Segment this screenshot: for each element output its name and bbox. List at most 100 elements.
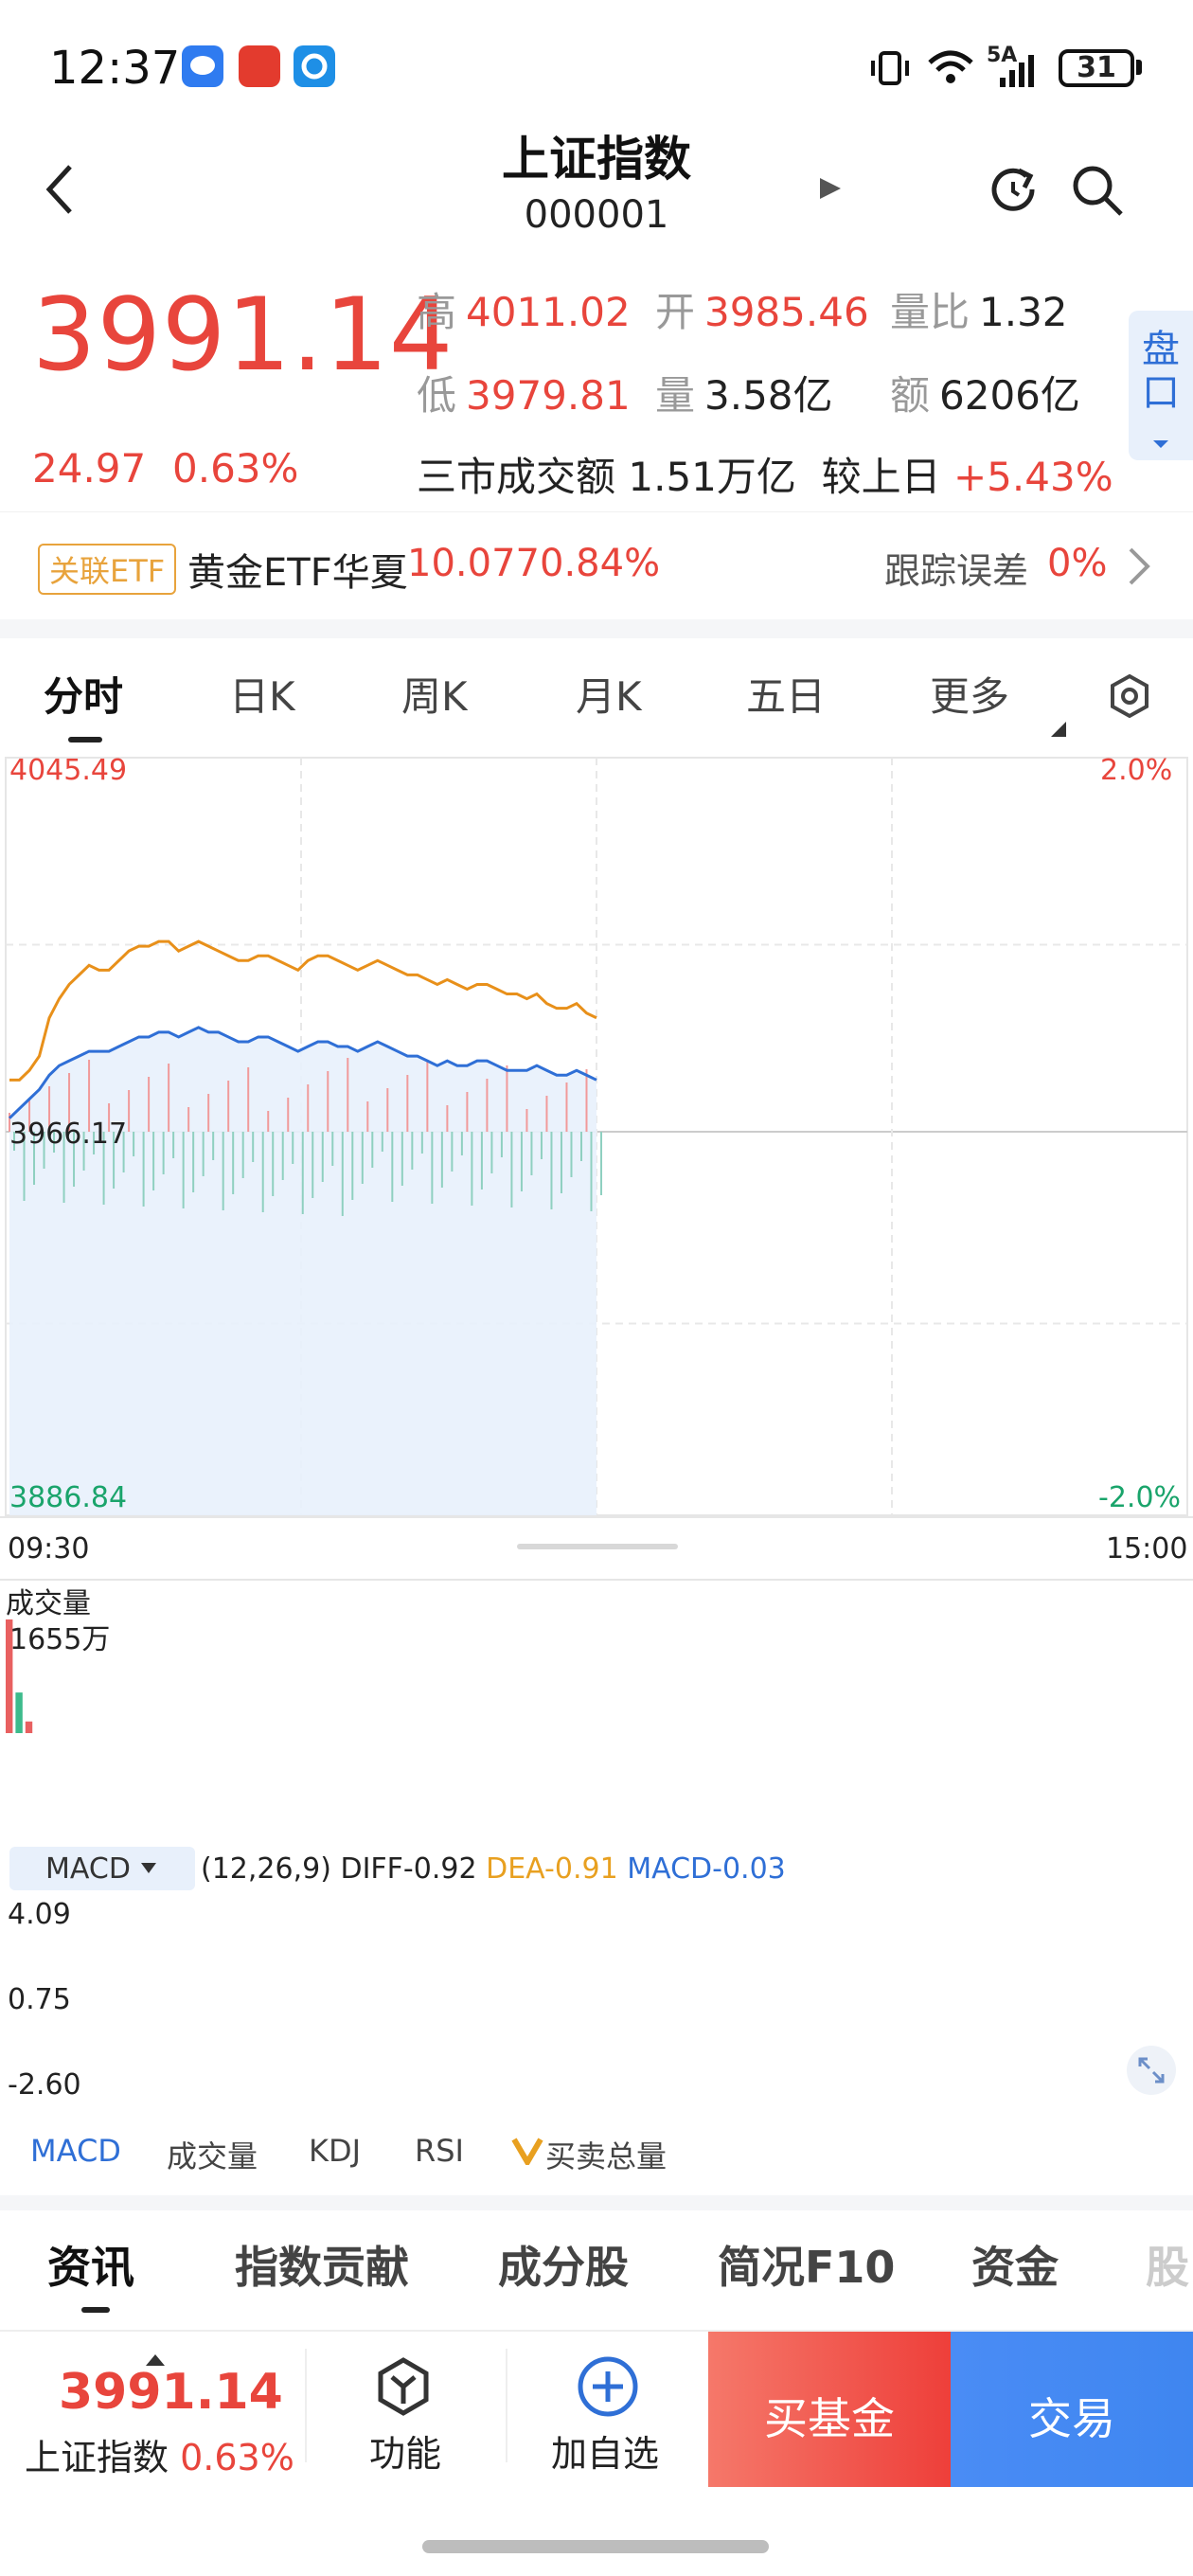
add-watchlist-icon[interactable] bbox=[576, 2354, 640, 2423]
volume-bar bbox=[15, 1692, 23, 1733]
more-caret-icon bbox=[1049, 720, 1068, 742]
y-axis-mid: 3966.17 bbox=[9, 1118, 128, 1151]
bottom-price: 3991.14 bbox=[59, 2364, 283, 2421]
info-tab-capital[interactable]: 资金 bbox=[971, 2242, 1059, 2293]
info-tab-stocks[interactable]: 股 bbox=[1146, 2242, 1189, 2293]
vibrate-icon bbox=[869, 49, 911, 91]
stat-high: 高 4011.02 bbox=[417, 289, 631, 335]
chart-scroll-handle bbox=[517, 1544, 678, 1549]
refresh-icon[interactable] bbox=[988, 163, 1042, 220]
trade-label: 交易 bbox=[1028, 2393, 1115, 2444]
info-tab-indicator bbox=[81, 2307, 110, 2313]
battery-indicator: 31 bbox=[1059, 49, 1134, 87]
etf-name: 黄金ETF华夏 bbox=[187, 551, 408, 595]
pankou-label: 盘口 bbox=[1142, 328, 1180, 415]
bottom-stock-name: 上证指数 0.63% bbox=[25, 2437, 294, 2478]
y-axis-low: 3886.84 bbox=[9, 1481, 128, 1514]
section-separator bbox=[0, 2195, 1193, 2210]
home-indicator[interactable] bbox=[422, 2540, 769, 2553]
indicator-tab-macd[interactable]: MACD bbox=[30, 2133, 121, 2169]
pankou-button[interactable]: 盘口 bbox=[1129, 311, 1193, 460]
price-line bbox=[9, 939, 597, 1082]
time-start: 09:30 bbox=[8, 1532, 90, 1565]
buy-fund-label: 买基金 bbox=[764, 2393, 895, 2444]
tracking-error-label: 跟踪误差 bbox=[884, 550, 1029, 592]
indicator-tab-rsi[interactable]: RSI bbox=[415, 2133, 464, 2169]
tab-daily-k[interactable]: 日K bbox=[229, 673, 295, 720]
stat-open: 开 3985.46 bbox=[655, 289, 869, 335]
market-turnover: 三市成交额 1.51万亿 较上日 +5.43% bbox=[417, 454, 1113, 500]
info-tab-index-contribution[interactable]: 指数贡献 bbox=[235, 2242, 409, 2293]
add-watchlist-button[interactable]: 加自选 bbox=[551, 2433, 660, 2475]
stat-volume: 量 3.58亿 bbox=[655, 372, 833, 419]
stock-code: 000001 bbox=[524, 193, 669, 237]
news-app-icon bbox=[239, 45, 280, 87]
wifi-icon bbox=[926, 47, 975, 89]
avg-price-line bbox=[8, 1026, 597, 1119]
settings-icon[interactable] bbox=[1106, 672, 1153, 724]
tab-active-indicator bbox=[68, 737, 102, 742]
tab-intraday[interactable]: 分时 bbox=[44, 673, 124, 720]
info-tab-constituents[interactable]: 成分股 bbox=[498, 2242, 629, 2293]
status-time: 12:37 bbox=[49, 42, 181, 95]
price-change: 24.97 bbox=[32, 445, 147, 492]
info-tab-f10[interactable]: 简况F10 bbox=[718, 2242, 896, 2293]
function-button[interactable]: 功能 bbox=[369, 2433, 442, 2475]
v-vip-icon bbox=[511, 2137, 543, 2169]
next-stock-icon[interactable] bbox=[816, 174, 845, 206]
macd-selector-label: MACD bbox=[45, 1852, 131, 1886]
caret-down-icon bbox=[141, 1863, 156, 1873]
function-icon[interactable] bbox=[373, 2356, 434, 2421]
divider bbox=[305, 2349, 307, 2462]
macd-selector[interactable]: MACD bbox=[9, 1847, 195, 1890]
pct-axis-low: -2.0% bbox=[1098, 1481, 1182, 1514]
indicator-tab-volume[interactable]: 成交量 bbox=[167, 2138, 258, 2174]
tab-weekly-k[interactable]: 周K bbox=[401, 673, 468, 720]
stat-amount: 额 6206亿 bbox=[890, 372, 1080, 419]
volume-label: 成交量 bbox=[6, 1587, 91, 1620]
messages-app-icon bbox=[182, 45, 223, 87]
battery-tip bbox=[1136, 60, 1142, 75]
indicator-tab-order-volume[interactable]: 买卖总量 bbox=[545, 2138, 668, 2174]
search-icon[interactable] bbox=[1068, 161, 1129, 225]
etf-tag: 关联ETF bbox=[38, 544, 177, 595]
caret-up-icon bbox=[144, 2352, 167, 2371]
divider bbox=[506, 2349, 507, 2462]
y-axis-high: 4045.49 bbox=[9, 754, 128, 787]
macd-y-mid: 0.75 bbox=[8, 1983, 71, 2016]
price-change-pct: 0.63% bbox=[172, 445, 299, 492]
back-icon[interactable] bbox=[42, 161, 80, 222]
stat-low: 低 3979.81 bbox=[417, 372, 631, 419]
volume-bar bbox=[25, 1721, 33, 1733]
signal-icon bbox=[996, 51, 1043, 93]
pct-axis-high: 2.0% bbox=[1100, 754, 1173, 787]
etf-row[interactable] bbox=[0, 511, 1193, 617]
trade-button[interactable]: 交易 bbox=[951, 2332, 1193, 2487]
macd-y-bottom: -2.60 bbox=[8, 2068, 81, 2102]
tracking-error-value: 0% bbox=[1047, 542, 1108, 585]
volume-bar bbox=[6, 1619, 13, 1733]
expand-chart-icon[interactable] bbox=[1127, 2046, 1176, 2095]
macd-y-top: 4.09 bbox=[8, 1898, 71, 1931]
tab-more[interactable]: 更多 bbox=[930, 673, 1010, 720]
section-separator bbox=[0, 619, 1193, 638]
stat-volume-ratio: 量比 1.32 bbox=[890, 289, 1068, 335]
tab-five-day[interactable]: 五日 bbox=[746, 673, 827, 720]
time-end: 15:00 bbox=[1106, 1532, 1188, 1565]
page-title: 上证指数 bbox=[502, 132, 691, 187]
network-type: 5A bbox=[987, 44, 1018, 67]
indicator-tab-kdj[interactable]: KDJ bbox=[309, 2133, 362, 2169]
macd-values: (12,26,9) DIFF-0.92 DEA-0.91 MACD-0.03 bbox=[201, 1852, 786, 1886]
etf-pct: 0.84% bbox=[540, 542, 661, 585]
etf-price: 10.077 bbox=[407, 542, 540, 585]
chevron-right-icon[interactable] bbox=[1127, 546, 1151, 591]
info-tab-news[interactable]: 资讯 bbox=[47, 2242, 134, 2293]
buy-fund-button[interactable]: 买基金 bbox=[708, 2332, 951, 2487]
finance-app-icon bbox=[294, 45, 335, 87]
volume-max: 1655万 bbox=[9, 1623, 111, 1656]
price-area-fill bbox=[9, 1027, 596, 1515]
intraday-chart[interactable] bbox=[0, 748, 1193, 1733]
current-price: 3991.14 bbox=[32, 277, 454, 393]
tab-monthly-k[interactable]: 月K bbox=[576, 673, 642, 720]
caret-down-icon bbox=[1153, 440, 1168, 448]
